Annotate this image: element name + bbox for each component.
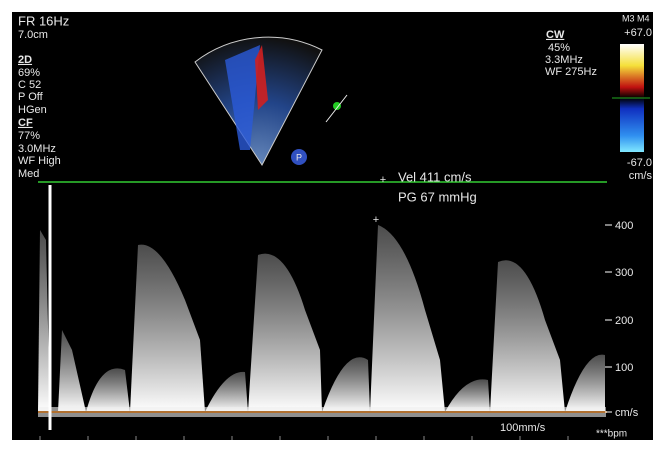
mode-title: 2D	[18, 54, 32, 66]
scale-label: 400	[615, 220, 633, 232]
setting: C 52	[18, 79, 41, 91]
cursor-marker	[333, 102, 341, 110]
setting: WF 275Hz	[545, 66, 597, 78]
mode-title: CF	[18, 117, 33, 129]
setting: Med	[18, 168, 39, 180]
scale-unit: cm/s	[615, 407, 639, 419]
caliper-icon: +	[373, 214, 379, 226]
setting: 69%	[18, 67, 40, 79]
scale-label: 300	[615, 267, 633, 279]
gradient: PG 67 mmHg	[398, 189, 477, 204]
scale-label: 100	[615, 362, 633, 374]
probe: M3 M4	[622, 13, 650, 23]
velocity: Vel 411 cm/s	[398, 169, 472, 184]
setting: 3.3MHz	[545, 54, 583, 66]
frame-rate: FR 16Hz	[18, 13, 69, 28]
color-unit: cm/s	[629, 170, 653, 182]
heart-rate: ***bpm	[596, 429, 627, 440]
setting: P Off	[18, 91, 44, 103]
ultrasound-screen: FR 16Hz 7.0cm 2D 69% C 52 P Off HGen CF …	[0, 0, 665, 449]
caliper-icon: +	[380, 174, 386, 186]
setting: 77%	[18, 130, 40, 142]
mode-title: CW	[546, 29, 565, 41]
page: FR 16Hz 7.0cm 2D 69% C 52 P Off HGen CF …	[0, 0, 665, 449]
color-max: +67.0	[624, 27, 652, 39]
setting: WF High	[18, 155, 61, 167]
setting: 3.0MHz	[18, 143, 56, 155]
setting: 45%	[548, 42, 570, 54]
scale-label: 200	[615, 315, 633, 327]
color-min: -67.0	[627, 157, 652, 169]
depth: 7.0cm	[18, 29, 48, 41]
sweep-speed: 100mm/s	[500, 422, 546, 434]
marker-label: P	[296, 152, 302, 162]
setting: HGen	[18, 104, 47, 116]
